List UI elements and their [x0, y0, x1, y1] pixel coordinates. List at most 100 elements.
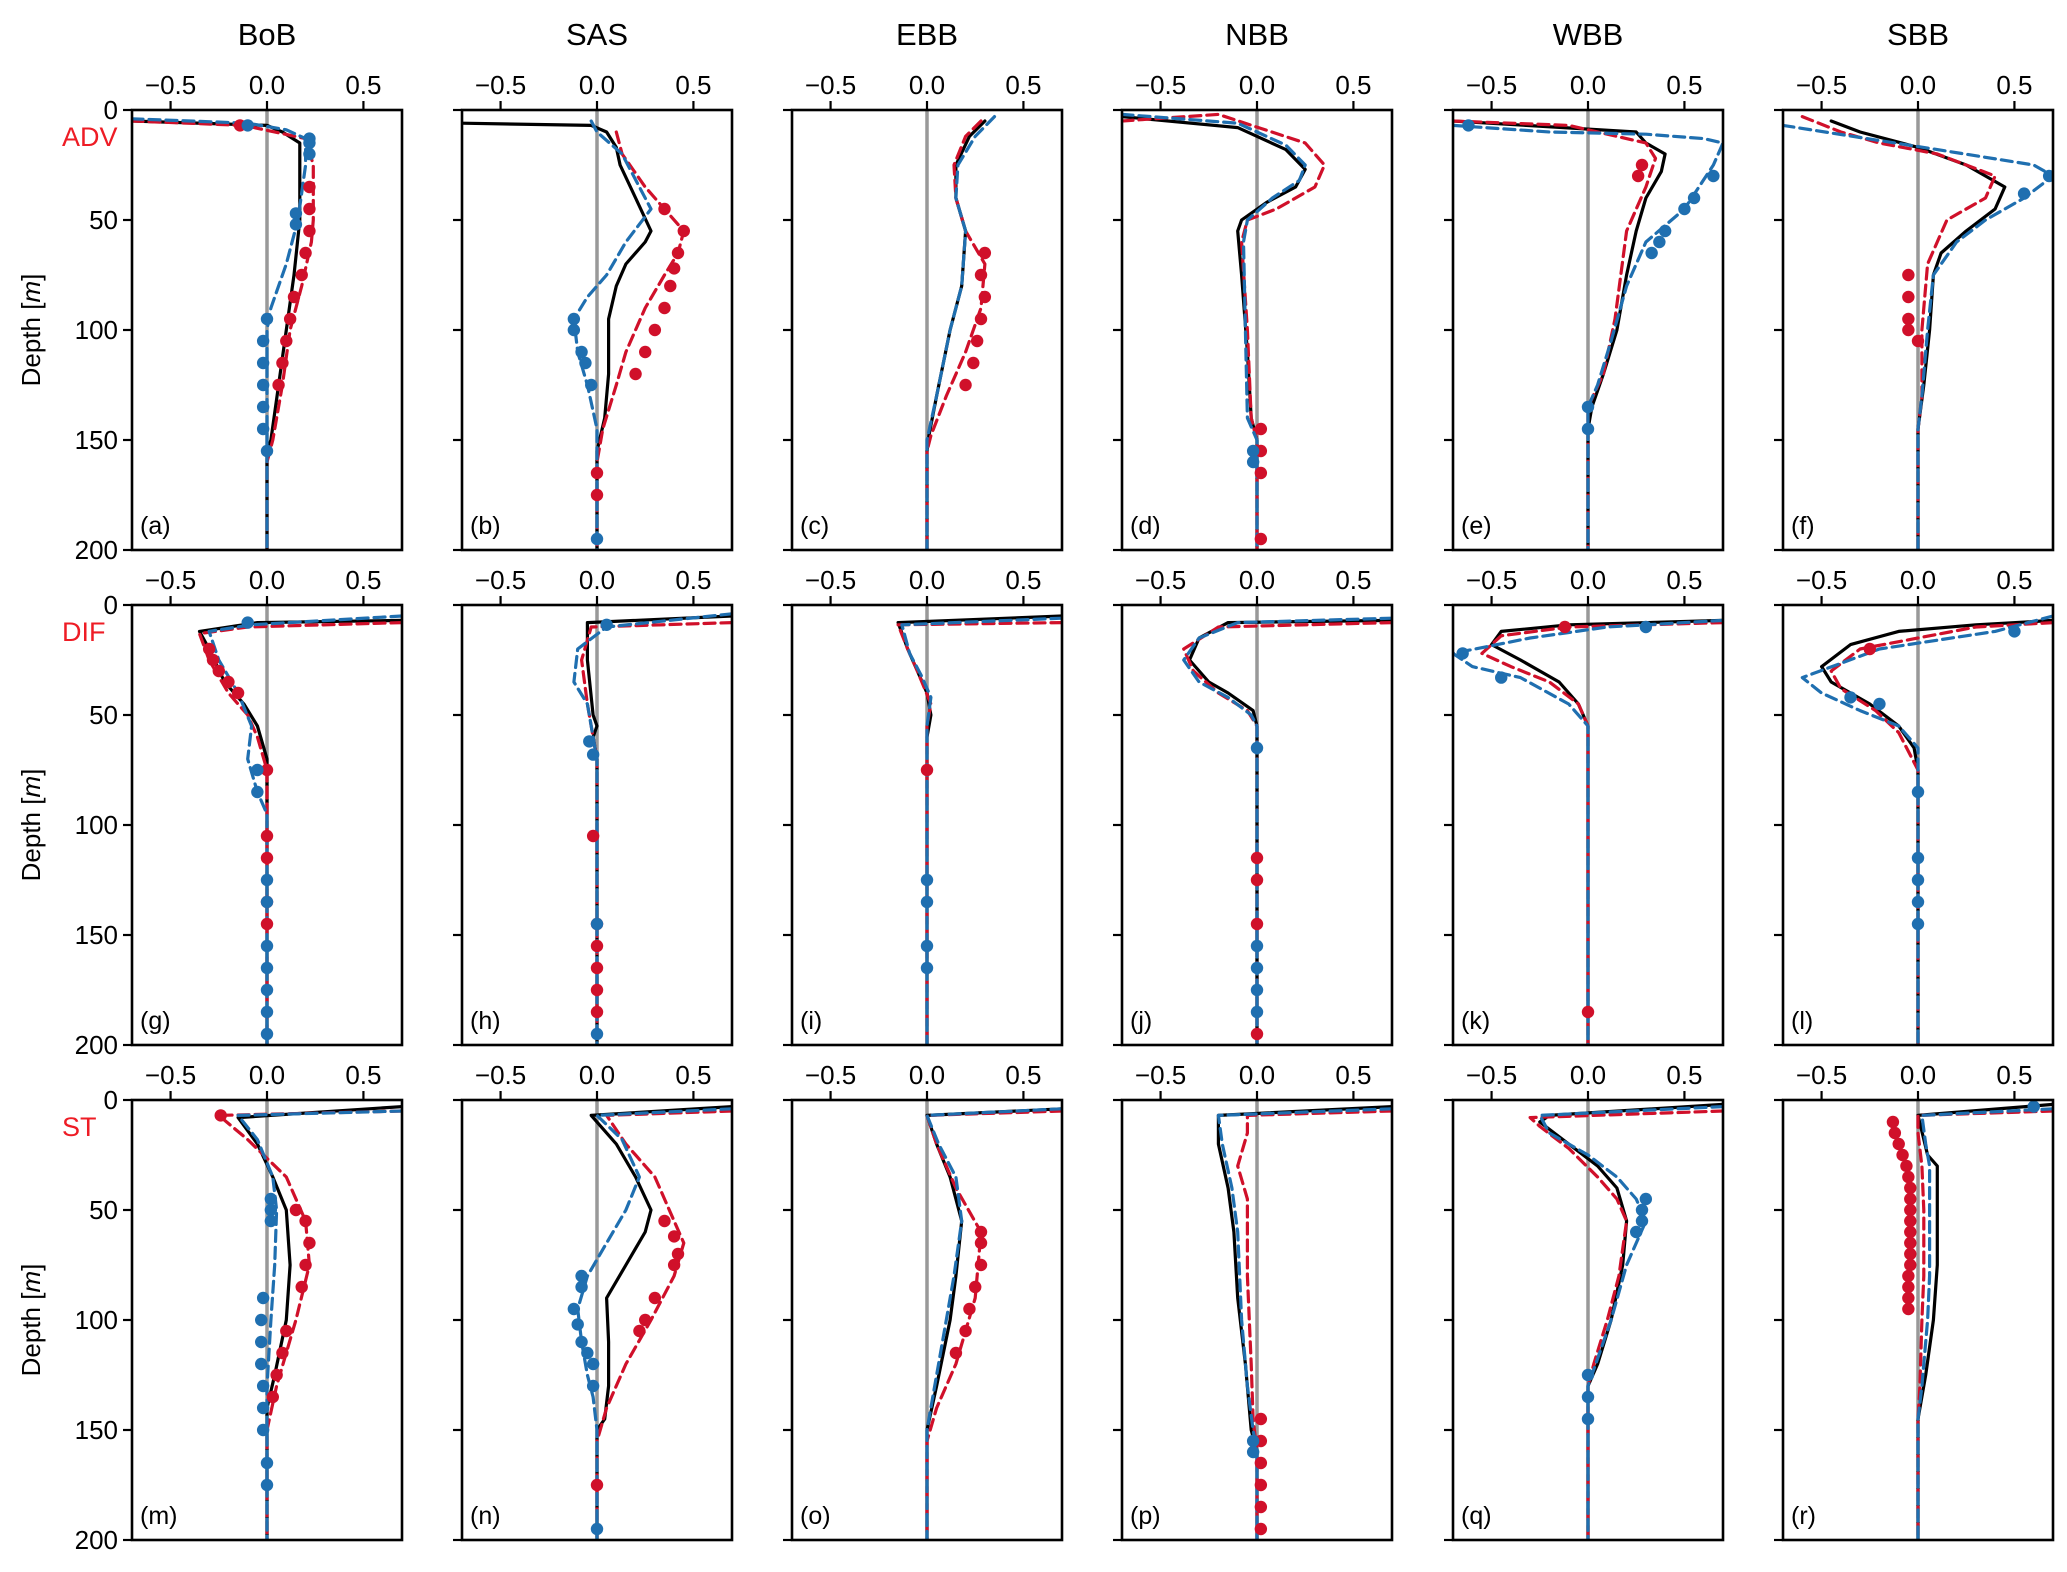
series-line-blue [236, 1109, 402, 1540]
row-label-st: ST [62, 1112, 97, 1142]
marker-blue [303, 147, 316, 161]
series-line-black [1187, 618, 1392, 1045]
marker-blue [1462, 119, 1475, 132]
series-line-blue [1783, 123, 2053, 550]
marker-red [590, 1478, 604, 1492]
marker-blue [586, 748, 600, 761]
marker-blue [1911, 917, 1925, 931]
x-tick-label: 0.5 [1005, 565, 1041, 595]
marker-blue [1658, 224, 1672, 238]
x-tick-label: 0.0 [1900, 1060, 1936, 1090]
panel-b: −0.5 0.0 0.5 (b) [453, 70, 734, 552]
panel-label: (n) [470, 1502, 501, 1530]
marker-blue [1250, 1005, 1264, 1019]
marker-red [974, 1225, 988, 1239]
x-tick-label: 0.5 [1005, 1060, 1041, 1090]
marker-blue [260, 1478, 274, 1492]
series-line-red [1829, 621, 2053, 1045]
marker-blue [255, 1335, 268, 1349]
marker-red [299, 246, 312, 260]
panel-label: (r) [1791, 1502, 1816, 1530]
series-line-black [1820, 618, 2053, 1045]
marker-blue [1911, 785, 1925, 799]
marker-red [1902, 1170, 1915, 1184]
marker-blue [260, 312, 274, 326]
y-tick-label: 150 [75, 920, 118, 950]
y-tick-label: 150 [75, 425, 118, 455]
panel-l: −0.5 0.0 0.5 (l) [1774, 565, 2055, 1047]
x-tick-label: 0.0 [249, 1060, 285, 1090]
marker-red [677, 224, 690, 238]
marker-blue [1678, 202, 1691, 216]
marker-red [1904, 1258, 1917, 1272]
x-tick-label: 0.5 [1996, 70, 2032, 100]
series-line-red [1480, 621, 1723, 1045]
x-tick-label: 0.0 [1900, 70, 1936, 100]
series-line-red [217, 1109, 402, 1540]
marker-red [1888, 1126, 1902, 1140]
marker-blue [1250, 741, 1264, 755]
plot-area [925, 1107, 1062, 1540]
marker-red [1904, 1225, 1917, 1239]
x-tick-label: −0.5 [145, 565, 196, 595]
plot-area [1216, 1105, 1392, 1540]
marker-blue [1250, 961, 1264, 975]
marker-red [1902, 290, 1915, 304]
marker-red [671, 246, 685, 260]
x-tick-label: 0.0 [249, 565, 285, 595]
panel-label: (h) [470, 1007, 501, 1035]
marker-red [667, 262, 681, 275]
marker-red [1900, 1159, 1913, 1173]
marker-red [978, 246, 992, 260]
marker-blue [575, 1335, 588, 1349]
marker-red [1911, 334, 1925, 348]
y-tick-label: 50 [89, 700, 118, 730]
marker-blue [260, 1456, 274, 1470]
panel-label: (o) [800, 1502, 831, 1530]
series-line-black [589, 1105, 732, 1540]
marker-red [222, 675, 235, 689]
panel-f: −0.5 0.0 0.5 (f) [1774, 70, 2055, 552]
x-tick-label: −0.5 [1466, 70, 1517, 100]
marker-red [260, 829, 274, 843]
marker-red [303, 1236, 316, 1250]
marker-red [1635, 158, 1649, 172]
x-tick-label: −0.5 [1466, 1060, 1517, 1090]
series-line-blue [900, 616, 1062, 1045]
marker-blue [1639, 1192, 1653, 1206]
marker-blue [1687, 191, 1701, 205]
x-tick-label: −0.5 [1466, 565, 1517, 595]
marker-blue [575, 345, 588, 359]
marker-red [648, 1291, 662, 1305]
x-tick-label: 0.0 [1900, 565, 1936, 595]
series-line-black [462, 121, 653, 550]
panel-h: −0.5 0.0 0.5 (h) [453, 565, 734, 1047]
marker-red [969, 1280, 982, 1294]
marker-red [633, 1324, 646, 1338]
marker-blue [2008, 625, 2021, 638]
marker-red [967, 356, 980, 370]
marker-blue [1635, 1214, 1649, 1228]
marker-red [1250, 917, 1264, 931]
marker-blue [260, 1005, 274, 1019]
marker-blue [920, 895, 934, 909]
y-tick-label: 200 [75, 1525, 118, 1555]
marker-red [295, 268, 308, 282]
x-tick-label: 0.0 [1570, 1060, 1606, 1090]
marker-blue [260, 444, 274, 458]
x-tick-label: 0.0 [1239, 565, 1275, 595]
marker-red [206, 653, 220, 667]
marker-red [299, 1214, 312, 1228]
marker-blue [1873, 697, 1886, 711]
marker-red [974, 1236, 988, 1250]
marker-blue [260, 895, 274, 909]
series-line-black [132, 119, 302, 550]
marker-red [1902, 312, 1915, 326]
marker-blue [256, 378, 270, 392]
series-line-red [1916, 1109, 2053, 1540]
y-tick-label: 200 [75, 535, 118, 565]
x-tick-label: 0.5 [345, 70, 381, 100]
marker-red [664, 279, 677, 293]
series-line-blue [1916, 1107, 2053, 1540]
x-tick-label: 0.5 [1666, 565, 1702, 595]
